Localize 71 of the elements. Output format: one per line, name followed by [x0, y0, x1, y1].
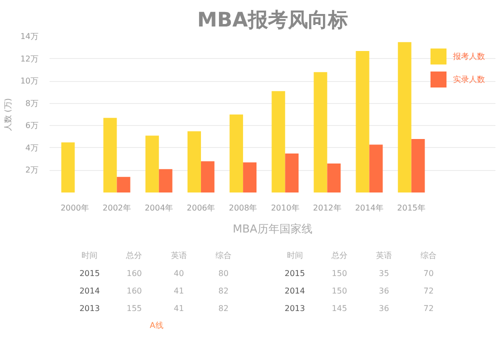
bar — [230, 114, 244, 192]
y-tick-label: 10万 — [20, 76, 39, 86]
text: 2015 — [79, 269, 100, 278]
text: 40 — [174, 269, 184, 278]
text: 150 — [332, 286, 348, 296]
text: 145 — [332, 304, 348, 314]
x-tick-label: 2015年 — [397, 204, 426, 212]
text: 总分 — [330, 251, 348, 260]
text: 2015 — [284, 269, 305, 278]
bar — [200, 161, 214, 192]
y-tick-label: 12万 — [20, 54, 39, 64]
text: 时间 — [286, 251, 303, 260]
text: 35 — [378, 269, 390, 278]
bar — [314, 72, 328, 192]
bar — [116, 176, 130, 192]
x-tick-label: 2014年 — [355, 204, 384, 212]
x-tick-label: 2004年 — [144, 204, 174, 212]
y-tick-label: 8万 — [25, 98, 39, 108]
bar — [327, 164, 341, 192]
y-tick-label: 2万 — [25, 166, 39, 175]
bar — [103, 118, 117, 192]
legend-label: 实录人数 — [453, 74, 485, 84]
text: 英语 — [376, 251, 392, 260]
bar — [158, 169, 172, 192]
text: 英语 — [170, 251, 187, 260]
x-tick-label: 2010年 — [270, 204, 300, 212]
y-tick-label: 4万 — [25, 143, 39, 152]
bar — [272, 91, 286, 192]
text: 160 — [126, 269, 142, 278]
bar — [398, 42, 412, 192]
bar — [61, 142, 75, 192]
bar — [243, 162, 257, 192]
text: 总分 — [125, 251, 142, 260]
text: 70 — [424, 269, 434, 278]
x-tick-label: 2002年 — [102, 204, 131, 212]
x-tick-label: 2006年 — [186, 204, 216, 212]
text: 82 — [218, 286, 229, 296]
text: 72 — [424, 286, 434, 296]
bar — [369, 144, 383, 192]
text: 72 — [424, 304, 434, 314]
text: 36 — [378, 304, 390, 314]
text: 综合 — [215, 251, 232, 260]
text: 时间 — [82, 251, 98, 260]
y-tick-label: 6万 — [25, 121, 39, 130]
text: 2013 — [79, 304, 100, 314]
bar — [188, 131, 201, 192]
y-tick-label: 14万 — [20, 32, 39, 41]
text: 41 — [174, 286, 184, 296]
bar — [356, 50, 370, 192]
bar — [285, 154, 299, 192]
bar — [145, 136, 159, 192]
text: A线 — [150, 321, 164, 330]
text: 2013 — [284, 304, 305, 314]
y-axis-title: 人数 (万) — [3, 98, 12, 131]
text: 2014 — [79, 286, 100, 296]
text: 80 — [218, 269, 229, 278]
legend-label: 报考人数 — [453, 50, 485, 62]
text: MBA历年国家线 — [232, 222, 312, 236]
text: 150 — [332, 269, 348, 278]
text: 综合 — [420, 251, 437, 260]
text: 41 — [174, 304, 184, 314]
x-tick-label: 2012年 — [313, 204, 342, 212]
chart-title: MBA报考风向标 — [197, 8, 348, 32]
text: 2014 — [284, 286, 305, 296]
x-tick-label: 2000年 — [60, 204, 89, 212]
text: 160 — [126, 286, 142, 296]
bar — [411, 139, 425, 192]
text: 155 — [126, 304, 142, 314]
text: 36 — [378, 286, 390, 296]
text: 82 — [218, 304, 229, 314]
x-tick-label: 2008年 — [228, 204, 258, 212]
